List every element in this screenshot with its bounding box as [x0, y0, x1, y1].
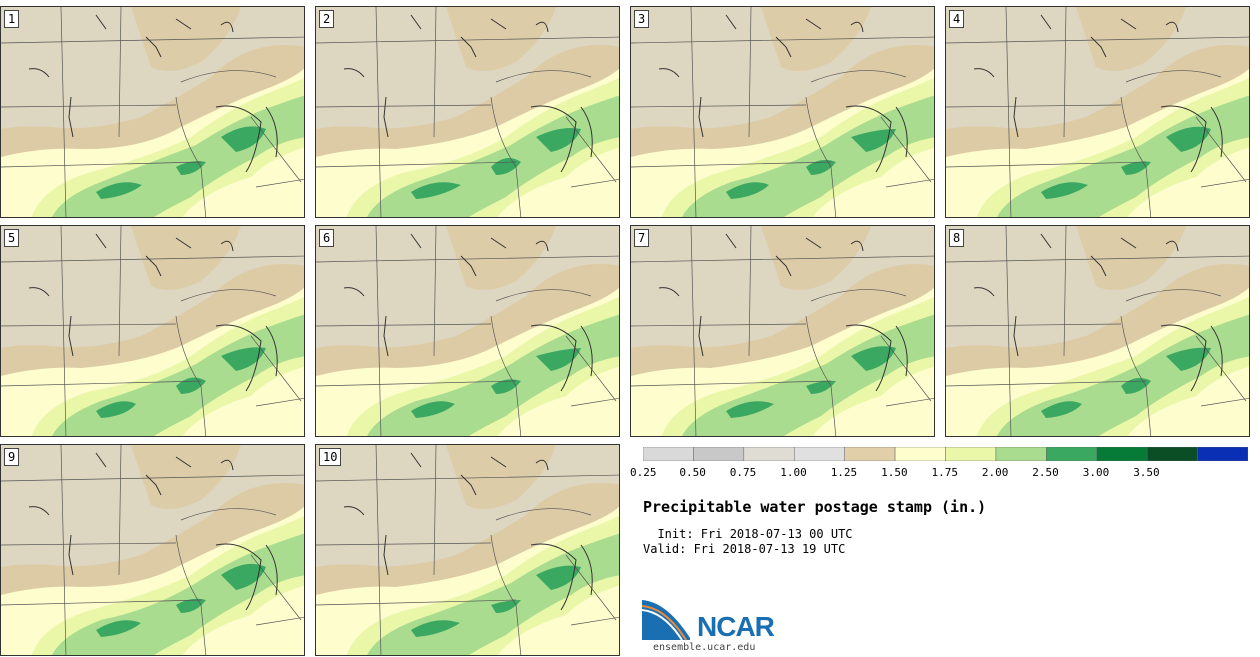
- color-scale-tick: 1.00: [780, 466, 807, 479]
- color-scale-bar: [643, 447, 1248, 461]
- precipitable-water-map: [316, 445, 619, 655]
- color-swatch-0: [643, 447, 694, 461]
- member-number-label: 7: [634, 229, 650, 247]
- color-swatch-3: [794, 447, 845, 461]
- ensemble-member-panel-3: 3: [630, 6, 935, 218]
- ensemble-member-panel-9: 9: [0, 444, 305, 656]
- color-scale-tick: 1.25: [830, 466, 858, 479]
- member-number-label: 2: [319, 10, 335, 28]
- color-scale-tick: 1.75: [931, 466, 959, 479]
- member-number-label: 10: [319, 448, 342, 466]
- member-number-label: 5: [4, 229, 20, 247]
- site-url: ensemble.ucar.edu: [653, 642, 756, 653]
- member-number-label: 6: [319, 229, 335, 247]
- color-swatch-6: [945, 447, 997, 461]
- color-scale-tick: 0.25: [630, 466, 657, 479]
- color-swatch-5: [894, 447, 946, 461]
- member-number-label: 9: [4, 448, 20, 466]
- valid-time: Valid: Fri 2018-07-13 19 UTC: [643, 542, 846, 556]
- color-swatch-9: [1096, 447, 1148, 461]
- precipitable-water-map: [316, 7, 619, 217]
- member-number-label: 1: [4, 10, 20, 28]
- precipitable-water-map: [1, 226, 304, 436]
- precipitable-water-map: [1, 7, 304, 217]
- ensemble-member-panel-5: 5: [0, 225, 305, 437]
- ensemble-member-panel-4: 4: [945, 6, 1250, 218]
- color-swatch-4: [844, 447, 896, 461]
- figure-title: Precipitable water postage stamp (in.): [643, 498, 987, 516]
- precipitable-water-map: [631, 7, 934, 217]
- ncar-logo-icon: [642, 600, 690, 641]
- ensemble-member-panel-7: 7: [630, 225, 935, 437]
- ensemble-member-panel-10: 10: [315, 444, 620, 656]
- precipitable-water-map: [1, 445, 304, 655]
- member-number-label: 4: [949, 10, 965, 28]
- ensemble-member-panel-1: 1: [0, 6, 305, 218]
- color-scale-tick: 1.50: [881, 466, 908, 479]
- precipitable-water-map: [631, 226, 934, 436]
- color-swatch-11: [1197, 447, 1248, 461]
- color-swatch-2: [743, 447, 795, 461]
- color-swatch-10: [1146, 447, 1198, 461]
- color-swatch-7: [995, 447, 1047, 461]
- color-scale-tick: 0.75: [729, 466, 757, 479]
- color-swatch-1: [693, 447, 745, 461]
- ensemble-member-panel-8: 8: [945, 225, 1250, 437]
- precipitable-water-map: [946, 226, 1249, 436]
- color-scale-tick: 3.00: [1082, 466, 1110, 479]
- color-swatch-8: [1046, 447, 1097, 461]
- color-scale-tick: 0.50: [679, 466, 706, 479]
- color-scale-tick: 3.50: [1133, 466, 1160, 479]
- member-number-label: 3: [634, 10, 650, 28]
- init-time: Init: Fri 2018-07-13 00 UTC: [643, 527, 853, 541]
- color-scale-tick: 2.50: [1032, 466, 1059, 479]
- precipitable-water-map: [946, 7, 1249, 217]
- color-scale-tick: 2.00: [981, 466, 1009, 479]
- ensemble-member-panel-2: 2: [315, 6, 620, 218]
- ncar-logo-text: NCAR: [697, 611, 775, 642]
- precipitable-water-map: [316, 226, 619, 436]
- ensemble-member-panel-6: 6: [315, 225, 620, 437]
- member-number-label: 8: [949, 229, 965, 247]
